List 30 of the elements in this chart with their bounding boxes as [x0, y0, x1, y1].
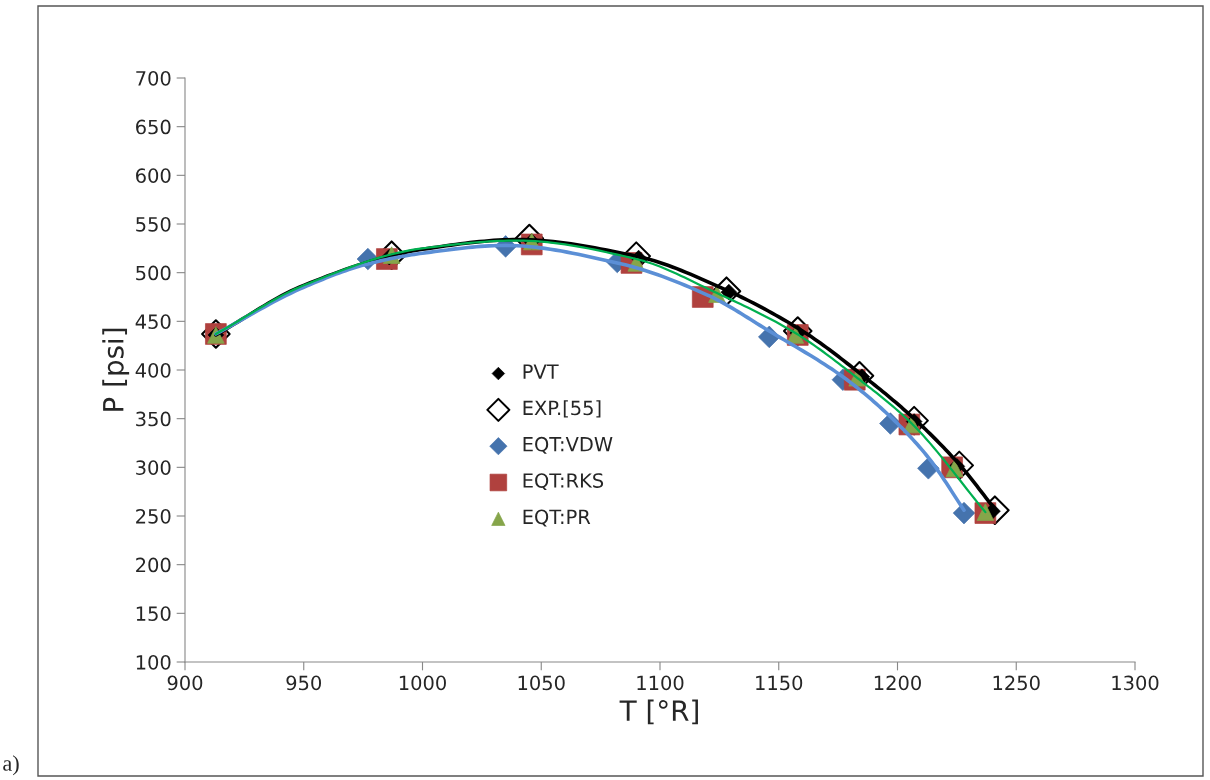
y-tick-label: 450 [135, 314, 171, 329]
y-tick-label: 500 [136, 265, 171, 281]
text: a) [3, 755, 19, 776]
x-tick-label: 950 [286, 675, 322, 691]
y-tick-label: 200 [136, 557, 171, 573]
y-tick-label: 650 [136, 119, 171, 135]
y-tick-label: 150 [136, 606, 171, 621]
x-tick-label: 1200 [874, 675, 921, 691]
x-axis-title: T [°R] [619, 699, 698, 725]
x-tick-label: 1100 [637, 675, 684, 691]
y-tick-label: 100 [136, 654, 171, 670]
y-tick-label: 550 [136, 216, 171, 232]
x-tick-label: 1250 [993, 675, 1040, 691]
y-tick-label: 600 [136, 168, 171, 183]
x-tick-label: 1150 [756, 675, 803, 691]
x-tick-label: 1000 [399, 675, 446, 691]
y-tick-label: 300 [136, 460, 171, 475]
x-tick-label: 1050 [518, 675, 565, 691]
x-tick-label: 900 [167, 675, 203, 691]
legend-label: PVT [523, 364, 559, 379]
y-tick-label: 350 [136, 411, 171, 427]
legend-label: EXP.[55] [523, 400, 601, 418]
y-tick-label: 700 [136, 70, 171, 86]
y-tick-label: 250 [136, 508, 171, 524]
legend-label: EQT:VDW [523, 436, 613, 454]
y-axis-title: P [psi] [102, 328, 130, 411]
x-tick-label: 1300 [1112, 675, 1159, 691]
legend-label: EQT:RKS [523, 473, 604, 491]
legend-label: EQT:PR [523, 509, 591, 527]
y-tick-label: 400 [135, 362, 171, 378]
